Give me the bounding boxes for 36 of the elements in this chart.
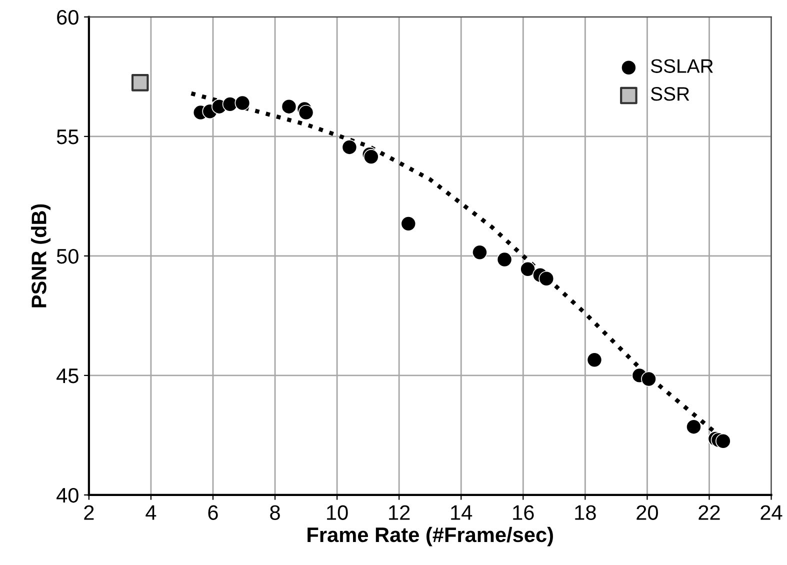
legend-label: SSLAR (650, 59, 713, 73)
point (496, 252, 512, 268)
point (686, 419, 702, 435)
point (298, 104, 314, 120)
point (222, 96, 238, 112)
point (538, 270, 554, 286)
x-tick-label: 14 (451, 505, 472, 520)
point (586, 352, 602, 368)
legend-label: SSR (650, 87, 690, 101)
point (342, 140, 358, 155)
y-tick-label: 50 (56, 248, 78, 264)
x-tick-label: 18 (575, 505, 596, 520)
x-tick-label: 12 (389, 505, 410, 520)
point (472, 244, 488, 260)
x-tick-label: 4 (146, 505, 156, 520)
x-tick-label: 6 (208, 505, 218, 520)
y-axis-title: PSNR (dB) (31, 204, 50, 308)
y-tick-label: 55 (56, 130, 78, 144)
x-tick-label: 10 (327, 505, 348, 520)
x-tick-label: 2 (84, 505, 94, 520)
x-tick-label: 22 (698, 505, 720, 520)
point (520, 261, 536, 277)
point (400, 216, 416, 232)
point (234, 95, 250, 111)
point (641, 371, 656, 387)
point (715, 433, 731, 449)
x-axis-title: Frame Rate (#Frame/sec) (308, 526, 553, 546)
y-tick-label: 40 (56, 488, 78, 503)
x-tick-label: 16 (513, 505, 534, 520)
y-tick-label: 45 (56, 368, 78, 384)
x-tick-label: 8 (270, 505, 280, 520)
y-tick-label: 60 (57, 10, 78, 25)
point (131, 74, 149, 92)
x-tick-label: 20 (636, 505, 658, 520)
x-tick-label: 24 (760, 505, 782, 520)
point (281, 98, 297, 114)
